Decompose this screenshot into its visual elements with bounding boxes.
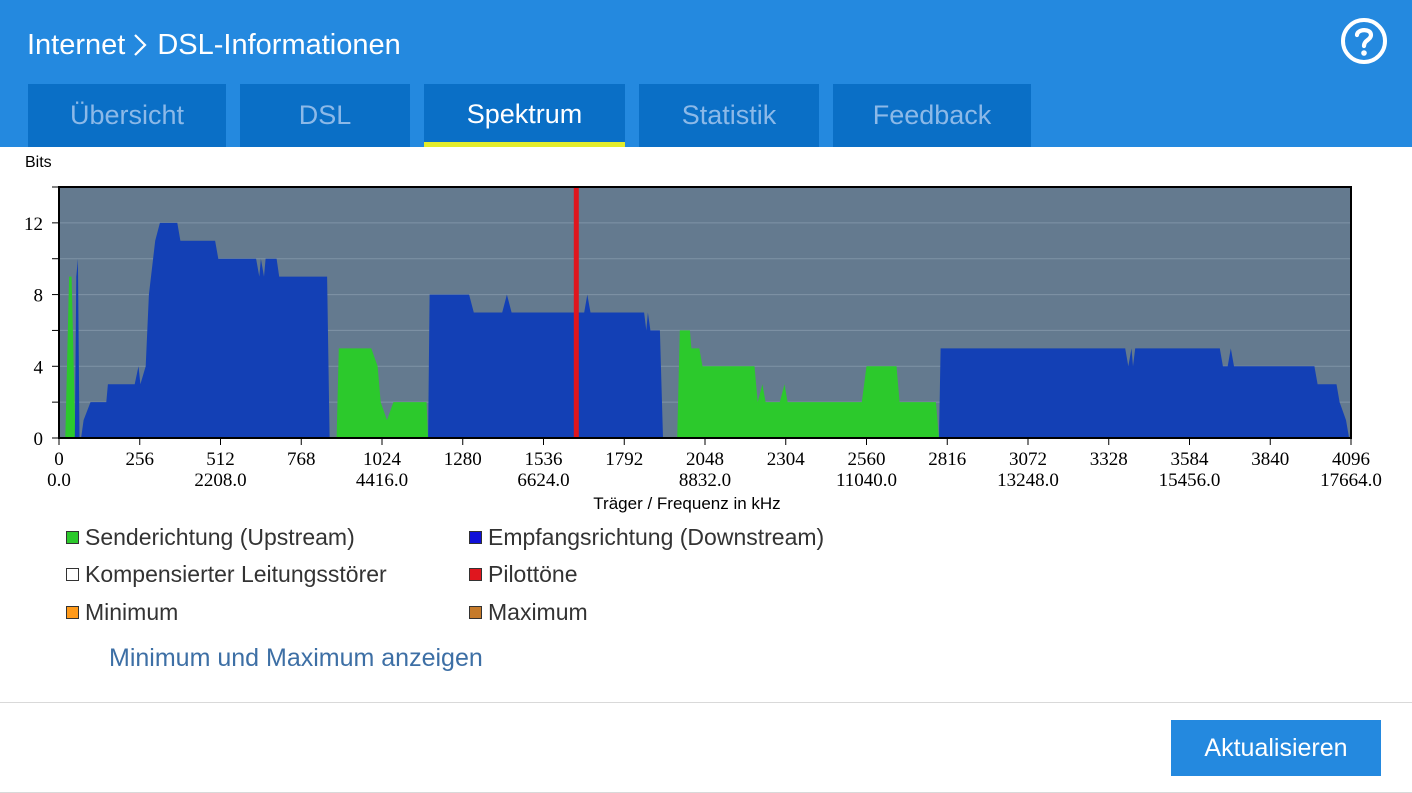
y-axis-label: Bits bbox=[25, 154, 52, 171]
x-tick-label-frequency: 11040.0 bbox=[836, 470, 897, 491]
tab-label: DSL bbox=[298, 100, 352, 130]
y-tick-label: 4 bbox=[34, 357, 44, 378]
downstream-area bbox=[939, 348, 1350, 438]
x-tick-label-carrier: 768 bbox=[287, 449, 316, 470]
tab-spektrum[interactable]: Spektrum bbox=[424, 84, 625, 147]
legend-label: Pilottöne bbox=[488, 560, 578, 587]
spectrum-chart: 0 4 8 12 Bits 0 256 512 768 1024 1280 1536 1792 2048 2… bbox=[24, 154, 1382, 513]
chart-legend: Senderichtung (Upstream) Empfangsrichtun… bbox=[66, 522, 966, 642]
legend-swatch bbox=[66, 605, 79, 619]
x-tick-label-carrier: 256 bbox=[126, 449, 155, 470]
upstream-area bbox=[65, 276, 76, 438]
downstream-area bbox=[74, 258, 80, 438]
breadcrumb-item-internet[interactable]: Internet bbox=[27, 28, 126, 61]
breadcrumb-item-dsl-informationen: DSL-Informationen bbox=[157, 28, 401, 61]
downstream-area bbox=[81, 222, 330, 438]
y-tick-label: 8 bbox=[34, 286, 44, 307]
legend-label: Empfangsrichtung (Downstream) bbox=[488, 523, 825, 550]
show-min-max-link[interactable]: Minimum und Maximum anzeigen bbox=[109, 643, 483, 672]
legend-swatch bbox=[66, 567, 79, 581]
legend-swatch bbox=[66, 530, 79, 544]
x-tick-label-carrier: 0 bbox=[54, 449, 64, 470]
legend-label: Kompensierter Leitungsstörer bbox=[85, 560, 387, 587]
breadcrumb: Internet DSL-Informationen bbox=[27, 26, 401, 64]
x-tick-label-frequency: 15456.0 bbox=[1159, 470, 1221, 491]
y-tick-label: 12 bbox=[24, 214, 43, 235]
page-header: Internet DSL-Informationen Übersicht DSL… bbox=[0, 0, 1412, 147]
x-tick-label-frequency: 13248.0 bbox=[997, 470, 1059, 491]
x-tick-label-frequency: 0.0 bbox=[47, 470, 71, 491]
legend-item-maximum: Maximum bbox=[469, 597, 588, 627]
legend-item-minimum: Minimum bbox=[66, 597, 178, 627]
x-tick-label-carrier: 3328 bbox=[1090, 449, 1128, 470]
x-tick-label-frequency: 2208.0 bbox=[194, 470, 246, 491]
legend-swatch bbox=[469, 605, 482, 619]
x-tick-label-carrier: 4096 bbox=[1332, 449, 1370, 470]
tab-bar: Übersicht DSL Spektrum Statistik Feedbac… bbox=[0, 84, 1412, 147]
x-tick-label-carrier: 1536 bbox=[525, 449, 563, 470]
x-tick-label-carrier: 1280 bbox=[444, 449, 482, 470]
x-tick-label-carrier: 2560 bbox=[848, 449, 886, 470]
x-tick-label-carrier: 3584 bbox=[1171, 449, 1210, 470]
x-tick-label-carrier: 2048 bbox=[686, 449, 724, 470]
x-tick-label-carrier: 1792 bbox=[605, 449, 643, 470]
legend-item-downstream: Empfangsrichtung (Downstream) bbox=[469, 522, 824, 552]
y-tick-label: 0 bbox=[34, 429, 44, 450]
divider bbox=[0, 702, 1412, 703]
tab-label: Übersicht bbox=[69, 100, 185, 130]
help-button[interactable] bbox=[1340, 17, 1388, 65]
x-tick-label-carrier: 512 bbox=[206, 449, 235, 470]
x-tick-label-carrier: 3840 bbox=[1251, 449, 1289, 470]
x-tick-label-carrier: 2304 bbox=[767, 449, 806, 470]
legend-swatch bbox=[469, 567, 482, 581]
tab-label: Spektrum bbox=[466, 98, 583, 129]
legend-item-compensated: Kompensierter Leitungsstörer bbox=[66, 559, 387, 589]
tab-feedback[interactable]: Feedback bbox=[833, 84, 1031, 147]
tab-statistik[interactable]: Statistik bbox=[639, 84, 819, 147]
legend-label: Senderichtung (Upstream) bbox=[85, 523, 355, 550]
x-tick-label-frequency: 6624.0 bbox=[517, 470, 569, 491]
legend-label: Minimum bbox=[85, 598, 179, 625]
tab-label: Feedback bbox=[872, 100, 992, 130]
x-tick-label-carrier: 2816 bbox=[928, 449, 966, 470]
refresh-button[interactable]: Aktualisieren bbox=[1171, 720, 1381, 776]
tab-uebersicht[interactable]: Übersicht bbox=[28, 84, 226, 147]
upstream-area bbox=[677, 330, 939, 438]
x-tick-label-frequency: 8832.0 bbox=[679, 470, 731, 491]
help-circle-icon bbox=[1341, 18, 1387, 64]
legend-label: Maximum bbox=[488, 598, 588, 625]
tab-dsl[interactable]: DSL bbox=[240, 84, 410, 147]
x-tick-label-carrier: 1024 bbox=[363, 449, 402, 470]
downstream-area bbox=[428, 294, 663, 438]
legend-item-upstream: Senderichtung (Upstream) bbox=[66, 522, 355, 552]
x-tick-label-carrier: 3072 bbox=[1009, 449, 1047, 470]
legend-swatch bbox=[469, 530, 482, 544]
x-tick-label-frequency: 17664.0 bbox=[1320, 470, 1382, 491]
tab-label: Statistik bbox=[681, 100, 777, 130]
legend-item-pilot: Pilottöne bbox=[469, 559, 578, 589]
chevron-right-icon bbox=[134, 34, 147, 56]
x-tick-label-frequency: 4416.0 bbox=[356, 470, 408, 491]
upstream-area bbox=[336, 348, 429, 438]
x-axis-label: Träger / Frequenz in kHz bbox=[593, 494, 780, 513]
